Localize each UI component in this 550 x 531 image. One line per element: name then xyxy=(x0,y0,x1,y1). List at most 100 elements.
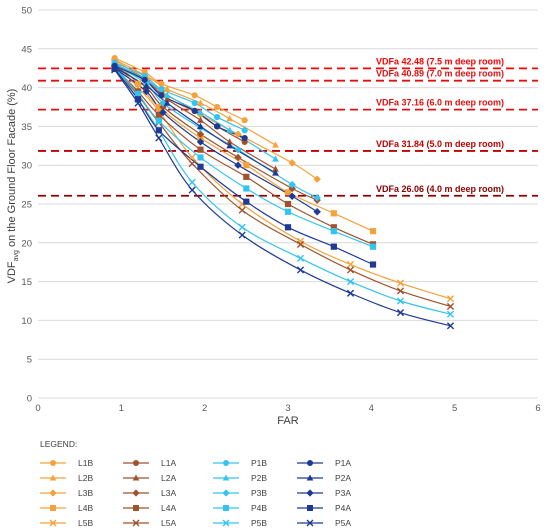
data-point-p3b xyxy=(313,194,321,202)
data-point-p4a xyxy=(330,243,337,250)
y-tick-label: 50 xyxy=(21,6,32,17)
data-point-p4a xyxy=(197,163,204,170)
data-point-l3b xyxy=(234,130,242,138)
y-tick-label: 25 xyxy=(21,200,32,211)
legend-marker xyxy=(49,474,57,481)
data-point-l4b xyxy=(330,210,337,217)
legend-marker xyxy=(49,489,57,497)
y-tick-label: 0 xyxy=(27,394,32,405)
reference-label-bg xyxy=(374,139,528,149)
legend-marker xyxy=(222,489,230,497)
legend-label: L5A xyxy=(161,518,176,528)
data-point-p1b xyxy=(191,100,198,107)
data-point-l4a xyxy=(330,224,337,231)
data-point-l1b xyxy=(158,80,165,87)
data-point-p1b xyxy=(158,86,165,93)
data-point-p1a xyxy=(241,134,248,142)
data-point-p1a xyxy=(214,123,221,130)
data-point-p1a xyxy=(141,76,148,83)
data-point-p1b xyxy=(241,127,248,134)
legend-label: L4A xyxy=(161,503,176,513)
legend-label: P5A xyxy=(335,518,351,528)
data-point-p3a xyxy=(313,208,321,216)
data-point-l5b xyxy=(396,279,405,287)
data-point-l4b xyxy=(284,189,292,196)
reference-line-label: VDFa 42.48 (7.5 m deep room) xyxy=(376,56,504,66)
data-point-l4b xyxy=(243,162,250,169)
data-point-p2a xyxy=(272,169,279,176)
y-tick-label: 35 xyxy=(21,122,32,133)
data-point-p2b xyxy=(197,108,204,116)
data-point-p4a xyxy=(369,261,377,268)
reference-label-bg xyxy=(374,184,528,194)
data-point-l2a xyxy=(272,165,279,172)
series-line-l4a xyxy=(114,67,374,245)
legend-label: L3B xyxy=(78,488,93,498)
reference-line-label: VDFa 40.89 (7.0 m deep room) xyxy=(376,69,504,79)
y-axis-title-rest: on the Ground Floor Facade (%) xyxy=(6,89,18,250)
data-point-p5a xyxy=(188,186,196,194)
data-point-l3b xyxy=(288,159,296,167)
x-axis-title: FAR xyxy=(277,415,298,427)
data-point-p4b xyxy=(155,117,162,125)
data-point-p3a xyxy=(234,161,242,169)
legend-label: L4B xyxy=(78,503,93,513)
legend-label: L2B xyxy=(78,473,93,483)
legend-label: L1A xyxy=(161,458,176,468)
data-point-p5b xyxy=(396,297,405,305)
data-point-l2b xyxy=(163,85,171,92)
y-tick-label: 5 xyxy=(27,355,32,366)
legend-label: P4A xyxy=(335,503,351,513)
data-point-l5b xyxy=(296,237,305,245)
legend-label: L3A xyxy=(161,488,176,498)
data-point-l2b xyxy=(197,99,204,106)
legend-marker xyxy=(307,460,313,466)
data-point-p2b xyxy=(226,126,234,133)
x-tick-label: 5 xyxy=(452,403,457,414)
data-point-p4b xyxy=(369,243,377,250)
data-point-l3a xyxy=(234,153,242,162)
legend-marker xyxy=(49,519,57,527)
legend-label: P2B xyxy=(251,473,267,483)
y-tick-label: 15 xyxy=(21,277,32,288)
data-point-p3a xyxy=(159,108,167,117)
data-point-l1b xyxy=(214,103,221,111)
data-point-p2a xyxy=(142,82,150,89)
x-tick-label: 4 xyxy=(369,403,374,414)
data-point-p2b xyxy=(272,155,279,162)
data-point-l5a xyxy=(188,160,196,168)
data-point-p5a xyxy=(396,309,405,317)
legend-label: L2A xyxy=(161,473,176,483)
data-point-l3a xyxy=(196,130,205,138)
legend-marker xyxy=(306,489,314,497)
data-point-p5b xyxy=(188,178,196,186)
data-point-p4a xyxy=(155,127,162,134)
data-point-p5a xyxy=(238,231,246,239)
data-point-l2a xyxy=(163,95,171,102)
data-point-p5a xyxy=(134,99,142,107)
legend-marker xyxy=(132,519,140,527)
data-point-p1a xyxy=(191,107,198,114)
legend-marker xyxy=(306,474,314,481)
legend-label: P1B xyxy=(251,458,267,468)
data-point-l5a xyxy=(396,287,405,295)
legend: L1B L2B L3B L4B L5B L1A L2A L3A L4A L5A P1B P2B P3B P… xyxy=(40,458,351,528)
data-point-p5b xyxy=(296,254,305,262)
x-tick-label: 6 xyxy=(535,403,540,414)
legend-label: P3A xyxy=(335,488,351,498)
legend-marker xyxy=(132,474,140,481)
data-point-l4a xyxy=(284,200,292,208)
y-axis-title-subscript: avg xyxy=(13,250,20,261)
data-point-p3a xyxy=(196,138,205,146)
data-point-l2a xyxy=(197,116,204,123)
data-point-p5a xyxy=(155,134,163,142)
legend-marker xyxy=(133,460,139,466)
data-point-l1b xyxy=(241,117,248,124)
reference-label-bg xyxy=(374,98,528,108)
legend-marker xyxy=(222,474,230,481)
data-point-l4b xyxy=(369,228,377,235)
x-tick-labels: 0 1 2 3 4 5 6 xyxy=(35,403,540,414)
reference-line-label: VDFa 26.06 (4.0 m deep room) xyxy=(376,184,504,194)
legend-marker xyxy=(306,519,314,527)
